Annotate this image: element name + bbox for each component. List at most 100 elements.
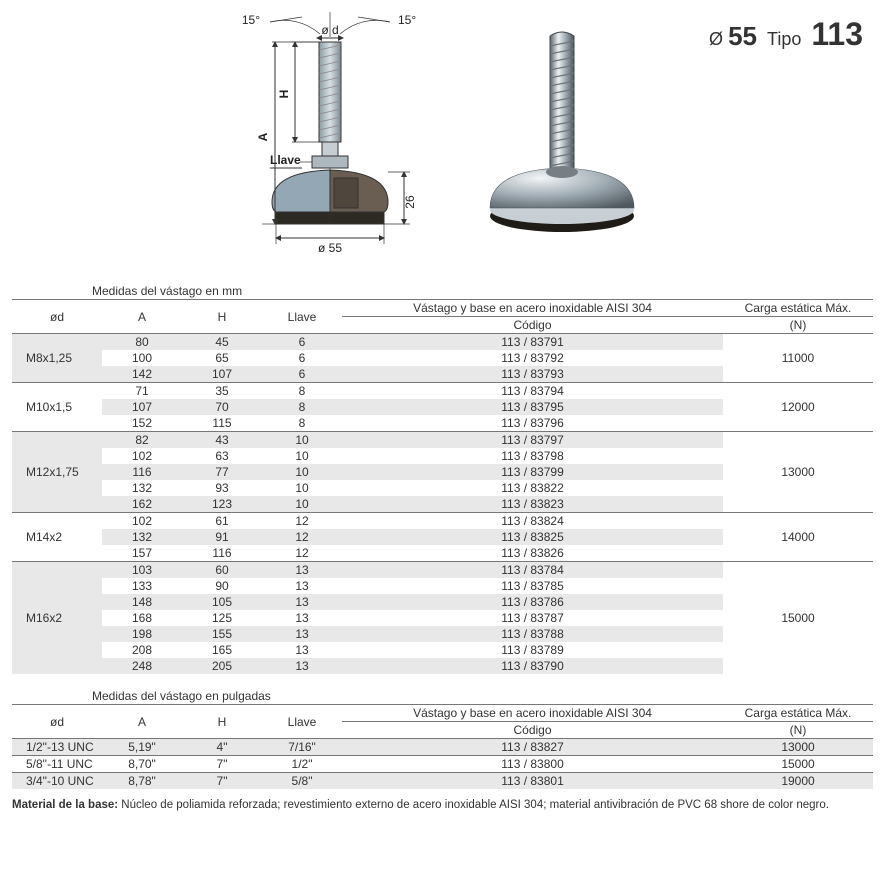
cell-llave: 8 bbox=[262, 415, 342, 432]
cell-llave: 8 bbox=[262, 399, 342, 415]
cell-A: 157 bbox=[102, 545, 182, 562]
tipo-label: Tipo bbox=[767, 29, 801, 49]
table-in-wrap: Medidas del vástago en pulgadas ød A H L… bbox=[12, 688, 873, 789]
cell-A: 132 bbox=[102, 480, 182, 496]
cell-H: 60 bbox=[182, 562, 262, 579]
table-mm-wrap: Medidas del vástago en mm ød A H Llave V… bbox=[12, 283, 873, 674]
angle-left-label: 15° bbox=[242, 13, 260, 27]
diameter-value: 55 bbox=[728, 21, 757, 51]
cell-llave: 13 bbox=[262, 594, 342, 610]
cell-H: 7" bbox=[182, 773, 262, 790]
cell-A: 100 bbox=[102, 350, 182, 366]
th-codigo: Código bbox=[342, 722, 723, 739]
table-row: 3/4"-10 UNC8,78"7"5/8"113 / 8380119000 bbox=[12, 773, 873, 790]
cell-A: 162 bbox=[102, 496, 182, 513]
cell-H: 70 bbox=[182, 399, 262, 415]
cell-load: 11000 bbox=[723, 334, 873, 383]
H-label: H bbox=[277, 90, 291, 99]
cell-A: 102 bbox=[102, 448, 182, 464]
cell-od: M16x2 bbox=[12, 562, 102, 675]
cell-llave: 10 bbox=[262, 448, 342, 464]
cell-llave: 6 bbox=[262, 350, 342, 366]
th-load-unit: (N) bbox=[723, 722, 873, 739]
cell-H: 63 bbox=[182, 448, 262, 464]
cell-H: 93 bbox=[182, 480, 262, 496]
cell-llave: 13 bbox=[262, 626, 342, 642]
th-load: Carga estática Máx. bbox=[723, 705, 873, 722]
cell-A: 5,19" bbox=[102, 739, 182, 756]
cell-llave: 5/8" bbox=[262, 773, 342, 790]
cell-H: 4" bbox=[182, 739, 262, 756]
table-in-body: 1/2"-13 UNC5,19"4"7/16"113 / 83827130005… bbox=[12, 739, 873, 790]
cell-H: 105 bbox=[182, 594, 262, 610]
cell-H: 205 bbox=[182, 658, 262, 674]
cell-H: 43 bbox=[182, 432, 262, 449]
diameter-text: Ø bbox=[709, 29, 728, 49]
th-llave: Llave bbox=[262, 300, 342, 334]
table-row: 1/2"-13 UNC5,19"4"7/16"113 / 8382713000 bbox=[12, 739, 873, 756]
cell-code: 113 / 83795 bbox=[342, 399, 723, 415]
th-od: ød bbox=[12, 705, 102, 739]
technical-diagram: 15° 15° ø d bbox=[12, 12, 452, 265]
th-stem-base: Vástago y base en acero inoxidable AISI … bbox=[342, 300, 723, 317]
cell-A: 102 bbox=[102, 513, 182, 530]
table-mm-body: M8x1,2580456113 / 8379111000100656113 / … bbox=[12, 334, 873, 675]
table-in: Medidas del vástago en pulgadas ød A H L… bbox=[12, 688, 873, 789]
cell-code: 113 / 83801 bbox=[342, 773, 723, 790]
cell-code: 113 / 83827 bbox=[342, 739, 723, 756]
cell-H: 35 bbox=[182, 383, 262, 400]
cell-code: 113 / 83791 bbox=[342, 334, 723, 351]
cell-llave: 13 bbox=[262, 578, 342, 594]
cell-llave: 12 bbox=[262, 513, 342, 530]
table-mm-caption: Medidas del vástago en mm bbox=[12, 283, 873, 300]
photo-svg bbox=[477, 22, 647, 252]
cell-H: 61 bbox=[182, 513, 262, 530]
cell-code: 113 / 83797 bbox=[342, 432, 723, 449]
cell-A: 8,78" bbox=[102, 773, 182, 790]
footnote-text: Núcleo de poliamida reforzada; revestimi… bbox=[118, 799, 829, 811]
cell-code: 113 / 83796 bbox=[342, 415, 723, 432]
cell-od: M14x2 bbox=[12, 513, 102, 562]
cell-llave: 6 bbox=[262, 366, 342, 383]
cell-code: 113 / 83790 bbox=[342, 658, 723, 674]
diagram-svg: 15° 15° ø d bbox=[152, 12, 452, 262]
cell-llave: 12 bbox=[262, 545, 342, 562]
tipo-number: 113 bbox=[811, 16, 863, 52]
cell-A: 8,70" bbox=[102, 756, 182, 773]
cell-A: 107 bbox=[102, 399, 182, 415]
cell-A: 71 bbox=[102, 383, 182, 400]
cell-H: 65 bbox=[182, 350, 262, 366]
cell-A: 142 bbox=[102, 366, 182, 383]
cell-code: 113 / 83822 bbox=[342, 480, 723, 496]
cell-A: 198 bbox=[102, 626, 182, 642]
cell-load: 15000 bbox=[723, 756, 873, 773]
cell-H: 7" bbox=[182, 756, 262, 773]
product-photo bbox=[452, 12, 672, 252]
table-row: M14x21026112113 / 8382414000 bbox=[12, 513, 873, 530]
cell-A: 168 bbox=[102, 610, 182, 626]
cell-load: 14000 bbox=[723, 513, 873, 562]
cell-code: 113 / 83800 bbox=[342, 756, 723, 773]
cell-code: 113 / 83793 bbox=[342, 366, 723, 383]
table-row: M8x1,2580456113 / 8379111000 bbox=[12, 334, 873, 351]
table-in-caption: Medidas del vástago en pulgadas bbox=[12, 688, 873, 705]
cell-A: 148 bbox=[102, 594, 182, 610]
cell-od: 1/2"-13 UNC bbox=[12, 739, 102, 756]
cell-load: 15000 bbox=[723, 562, 873, 675]
cell-llave: 1/2" bbox=[262, 756, 342, 773]
th-llave: Llave bbox=[262, 705, 342, 739]
base-height-label: 26 bbox=[403, 195, 417, 209]
th-A: A bbox=[102, 300, 182, 334]
cell-llave: 13 bbox=[262, 642, 342, 658]
th-A: A bbox=[102, 705, 182, 739]
cell-llave: 13 bbox=[262, 658, 342, 674]
top-row: 15° 15° ø d bbox=[12, 12, 873, 265]
cell-H: 77 bbox=[182, 464, 262, 480]
footnote: Material de la base: Núcleo de poliamida… bbox=[12, 799, 873, 811]
cell-A: 116 bbox=[102, 464, 182, 480]
od-label: ø d bbox=[321, 23, 338, 37]
cell-code: 113 / 83794 bbox=[342, 383, 723, 400]
cell-H: 165 bbox=[182, 642, 262, 658]
cell-code: 113 / 83789 bbox=[342, 642, 723, 658]
cell-H: 45 bbox=[182, 334, 262, 351]
